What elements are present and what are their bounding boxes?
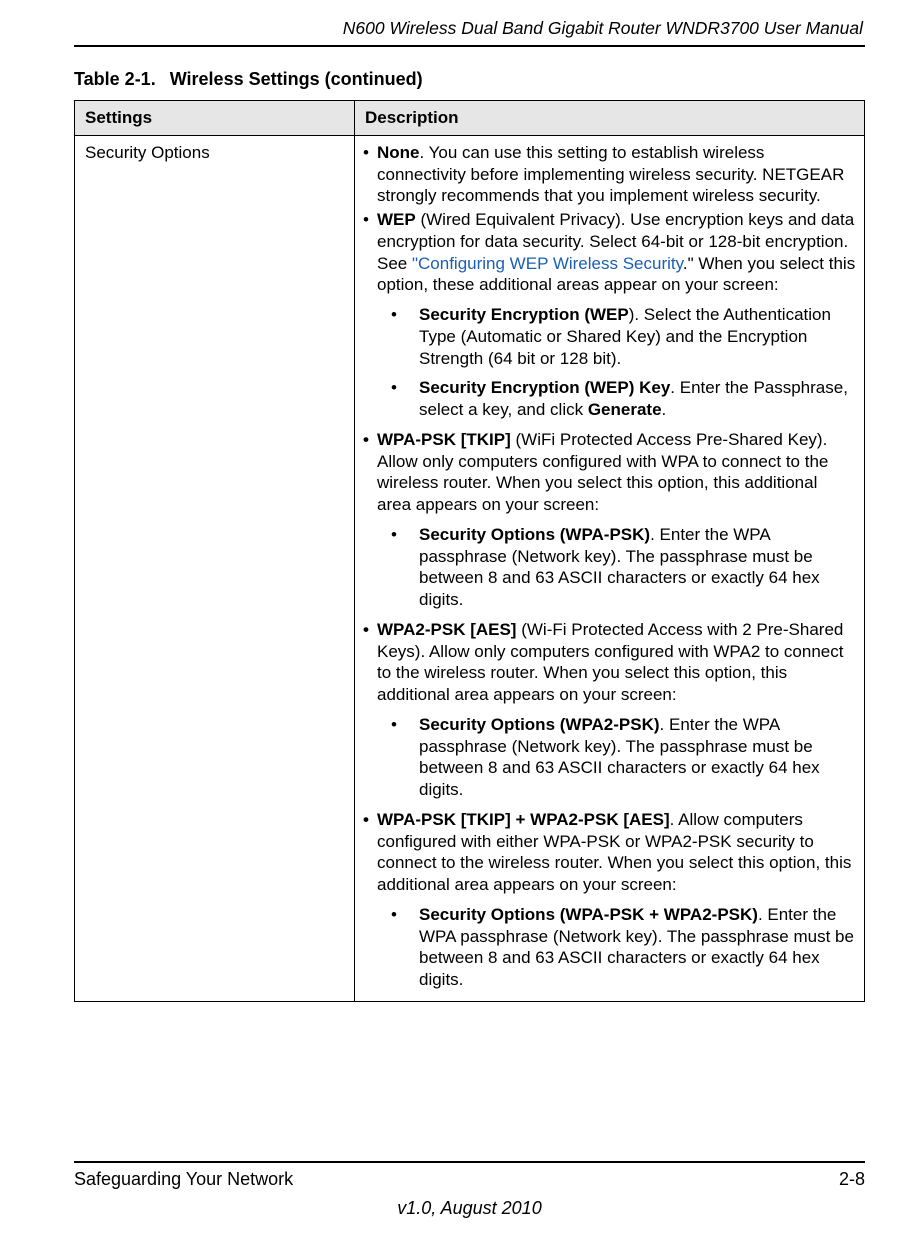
th-settings: Settings <box>75 101 355 136</box>
caption-title: Wireless Settings (continued) <box>170 69 423 89</box>
subbullet-wep-encryption: • Security Encryption (WEP). Select the … <box>391 304 856 369</box>
footer-page-number: 2-8 <box>839 1169 865 1190</box>
page-footer: Safeguarding Your Network 2-8 v1.0, Augu… <box>74 1161 865 1219</box>
caption-number: Table 2-1. <box>74 69 156 89</box>
bullet-mixed: • WPA-PSK [TKIP] + WPA2-PSK [AES]. Allow… <box>363 809 856 896</box>
footer-section: Safeguarding Your Network <box>74 1169 293 1190</box>
bullet-none: • None. You can use this setting to esta… <box>363 142 856 207</box>
subbullet-wpapsk: • Security Options (WPA-PSK). Enter the … <box>391 524 856 611</box>
bullet-wpa2psk: • WPA2-PSK [AES] (Wi-Fi Protected Access… <box>363 619 856 706</box>
manual-title: N600 Wireless Dual Band Gigabit Router W… <box>74 18 865 39</box>
subbullet-mixed: • Security Options (WPA-PSK + WPA2-PSK).… <box>391 904 856 991</box>
header-rule <box>74 45 865 47</box>
row-label: Security Options <box>75 135 355 989</box>
bullet-wep: • WEP (Wired Equivalent Privacy). Use en… <box>363 209 856 296</box>
row-label-continuation <box>75 989 355 1001</box>
bullet-wpapsk: • WPA-PSK [TKIP] (WiFi Protected Access … <box>363 429 856 516</box>
footer-version: v1.0, August 2010 <box>74 1198 865 1219</box>
th-description: Description <box>355 101 865 136</box>
subbullet-wep-key: • Security Encryption (WEP) Key. Enter t… <box>391 377 856 421</box>
link-configuring-wep[interactable]: "Configuring WEP Wireless Security <box>412 254 683 273</box>
settings-table: Settings Description Security Options • … <box>74 100 865 1002</box>
row-description: • None. You can use this setting to esta… <box>355 135 865 1001</box>
footer-rule <box>74 1161 865 1163</box>
table-caption: Table 2-1. Wireless Settings (continued) <box>74 69 865 90</box>
subbullet-wpa2psk: • Security Options (WPA2-PSK). Enter the… <box>391 714 856 801</box>
